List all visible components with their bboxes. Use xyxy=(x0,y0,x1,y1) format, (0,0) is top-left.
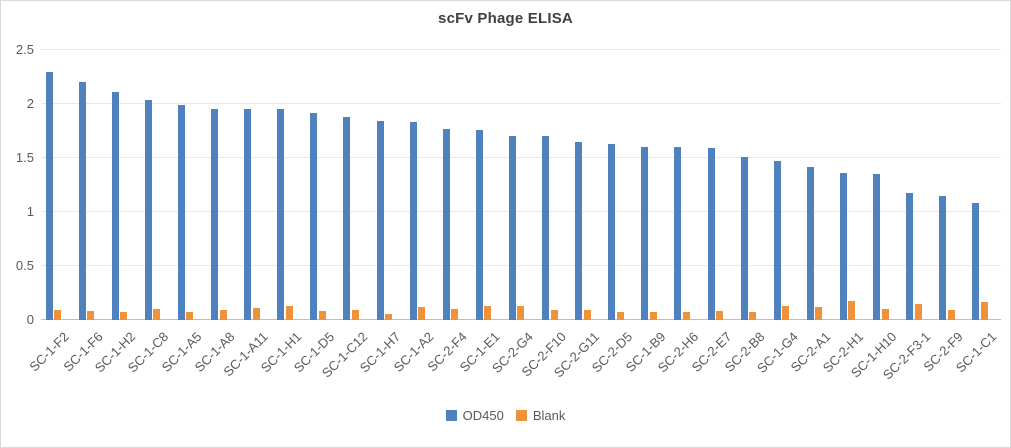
bar-blank-sc-1-b9 xyxy=(649,312,657,320)
bar-od450-sc-1-a8 xyxy=(211,109,219,320)
gridline-1 xyxy=(41,211,1001,212)
bar-blank-sc-1-a5 xyxy=(186,312,194,320)
bar-od450-sc-2-a1 xyxy=(806,166,814,320)
gridline-2.5 xyxy=(41,49,1001,50)
bar-od450-sc-2-h6 xyxy=(674,147,682,320)
legend-label-od450: OD450 xyxy=(462,408,504,423)
bar-od450-sc-1-e1 xyxy=(475,129,483,320)
bar-blank-sc-2-f3-1 xyxy=(914,303,922,320)
bar-blank-sc-1-f6 xyxy=(87,311,95,320)
bar-od450-sc-2-f3-1 xyxy=(906,192,914,320)
y-tick-label-1.5: 1.5 xyxy=(15,150,34,165)
plot-area xyxy=(41,49,1001,320)
bar-od450-sc-1-f2 xyxy=(45,71,53,320)
bar-od450-sc-2-h1 xyxy=(839,173,847,320)
gridline-0.5 xyxy=(41,265,1001,266)
chart-legend: OD450 Blank xyxy=(1,408,1010,423)
y-tick-label-2: 2 xyxy=(26,96,34,111)
bar-od450-sc-1-c1 xyxy=(972,203,980,320)
bar-blank-sc-1-a2 xyxy=(418,307,426,320)
bar-od450-sc-2-f4 xyxy=(442,128,450,320)
bar-od450-sc-1-h2 xyxy=(111,92,119,320)
bar-od450-sc-1-c12 xyxy=(343,117,351,320)
bar-od450-sc-2-f9 xyxy=(939,195,947,320)
bar-od450-sc-1-a2 xyxy=(409,122,417,320)
bar-blank-sc-1-g4 xyxy=(782,306,790,320)
bar-od450-sc-1-h10 xyxy=(873,174,881,320)
bar-od450-sc-2-g11 xyxy=(575,141,583,320)
bar-blank-sc-2-f4 xyxy=(451,309,459,320)
bar-od450-sc-2-g4 xyxy=(508,136,516,320)
bar-blank-sc-2-f9 xyxy=(947,310,955,320)
bar-blank-sc-1-h7 xyxy=(385,313,393,320)
bar-blank-sc-1-c12 xyxy=(351,310,359,320)
bar-blank-sc-1-c1 xyxy=(980,301,988,320)
bar-blank-sc-2-h6 xyxy=(682,312,690,320)
bar-blank-sc-1-h10 xyxy=(881,309,889,320)
gridline-2 xyxy=(41,103,1001,104)
bar-od450-sc-1-h1 xyxy=(277,109,285,320)
bar-od450-sc-2-b8 xyxy=(740,156,748,320)
bar-blank-sc-1-a8 xyxy=(219,310,227,320)
bar-blank-sc-1-e1 xyxy=(484,306,492,320)
y-tick-label-0: 0 xyxy=(26,312,34,327)
bar-od450-sc-1-a11 xyxy=(244,109,252,320)
bar-blank-sc-2-e7 xyxy=(716,311,724,320)
bar-od450-sc-1-h7 xyxy=(376,121,384,320)
bar-blank-sc-1-c8 xyxy=(153,309,161,320)
chart-title: scFv Phage ELISA xyxy=(438,10,573,27)
legend-swatch-blank xyxy=(515,410,527,421)
bar-blank-sc-1-h2 xyxy=(120,312,128,320)
bar-blank-sc-1-d5 xyxy=(318,311,326,320)
bar-blank-sc-2-g4 xyxy=(517,306,525,320)
bar-blank-sc-2-g11 xyxy=(583,310,591,320)
legend-item-od450: OD450 xyxy=(445,408,504,423)
bar-od450-sc-1-b9 xyxy=(641,147,649,320)
bar-blank-sc-2-f10 xyxy=(550,310,558,320)
bar-od450-sc-2-d5 xyxy=(608,144,616,320)
gridline-1.5 xyxy=(41,157,1001,158)
legend-swatch-od450 xyxy=(445,410,457,421)
y-tick-label-2.5: 2.5 xyxy=(15,42,34,57)
bar-od450-sc-2-e7 xyxy=(707,148,715,320)
bar-od450-sc-1-d5 xyxy=(310,112,318,320)
bar-blank-sc-2-d5 xyxy=(616,312,624,320)
bar-blank-sc-2-a1 xyxy=(815,307,823,320)
bar-od450-sc-2-f10 xyxy=(542,136,550,320)
legend-item-blank: Blank xyxy=(515,408,566,423)
bar-blank-sc-2-b8 xyxy=(749,312,757,320)
bar-od450-sc-1-f6 xyxy=(78,82,86,320)
bar-blank-sc-1-h1 xyxy=(285,306,293,320)
y-tick-label-1: 1 xyxy=(26,204,34,219)
legend-label-blank: Blank xyxy=(532,408,566,423)
bar-blank-sc-1-f2 xyxy=(54,310,61,320)
bar-blank-sc-1-a11 xyxy=(252,308,260,320)
y-tick-label-0.5: 0.5 xyxy=(15,258,34,273)
bar-od450-sc-1-g4 xyxy=(773,161,781,320)
bar-od450-sc-1-c8 xyxy=(144,99,152,320)
bar-od450-sc-1-a5 xyxy=(177,105,185,320)
bar-blank-sc-2-h1 xyxy=(848,300,856,320)
